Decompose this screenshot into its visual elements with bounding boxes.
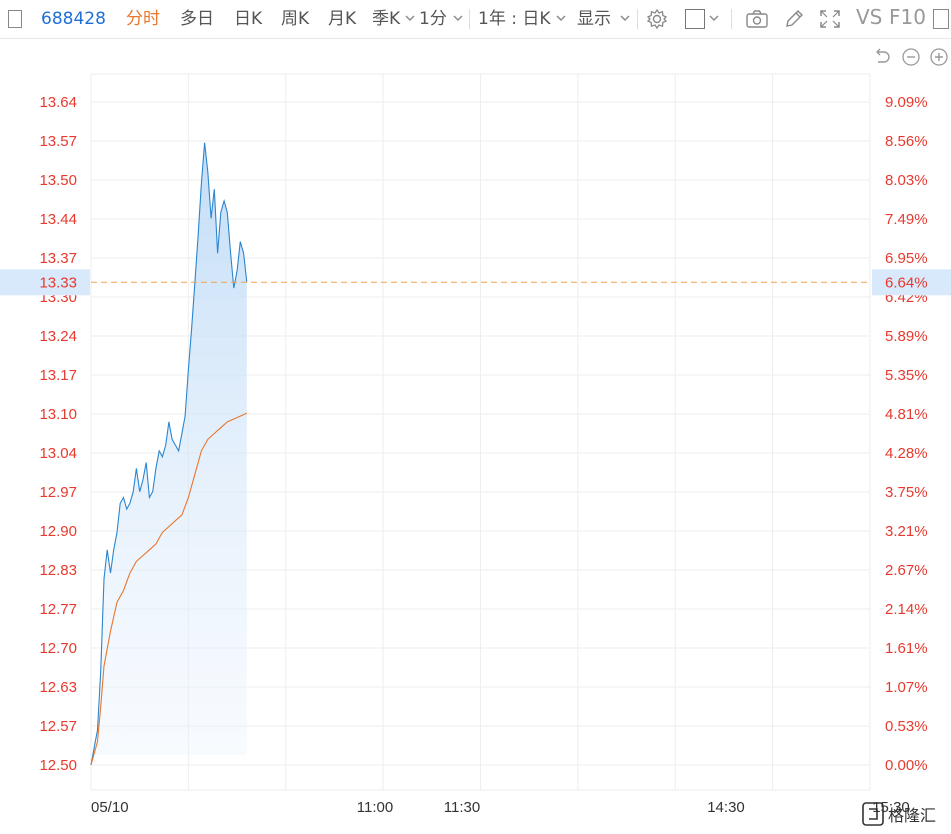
y-tick-label-left: 12.50 — [39, 757, 77, 774]
svg-text:格隆汇: 格隆汇 — [888, 806, 936, 825]
y-tick-label-right: 2.14% — [885, 601, 928, 618]
tab-monthly-k[interactable]: 月K — [328, 9, 357, 29]
undo-icon[interactable] — [873, 47, 893, 71]
y-tick-label-left: 12.57 — [39, 718, 77, 735]
gear-icon[interactable] — [646, 8, 668, 34]
range-select[interactable]: 1年 : 日K — [478, 9, 551, 29]
tab-quarterly-k[interactable]: 季K — [372, 9, 401, 29]
chevron-down-icon[interactable] — [619, 10, 631, 30]
y-tick-label-left: 13.64 — [39, 94, 77, 111]
compare-button[interactable]: VS — [856, 5, 883, 29]
camera-icon[interactable] — [745, 9, 769, 33]
y-tick-label-left: 13.57 — [39, 133, 77, 150]
y-tick-label-right: 8.03% — [885, 172, 928, 189]
y-tick-label-left: 12.83 — [39, 562, 77, 579]
y-tick-label-right: 4.81% — [885, 406, 928, 423]
x-tick-label: 11:00 — [357, 799, 393, 816]
y-tick-label-left: 12.90 — [39, 523, 77, 540]
y-tick-label-right: 6.95% — [885, 250, 928, 267]
y-tick-label-right: 1.07% — [885, 679, 928, 696]
y-tick-label-left: 13.17 — [39, 367, 77, 384]
current-pct-label: 6.64% — [885, 274, 928, 291]
tab-multi-day[interactable]: 多日 — [180, 9, 214, 29]
tab-intraday[interactable]: 分时 — [126, 9, 160, 29]
y-tick-label-right: 5.89% — [885, 328, 928, 345]
y-tick-label-right: 5.35% — [885, 367, 928, 384]
zoom-out-icon[interactable] — [901, 47, 921, 71]
f10-button[interactable]: F10 — [889, 5, 926, 29]
y-tick-label-right: 8.56% — [885, 133, 928, 150]
current-pct-badge — [872, 269, 951, 296]
y-tick-label-right: 1.61% — [885, 640, 928, 657]
y-tick-label-left: 12.77 — [39, 601, 77, 618]
y-tick-label-right: 0.00% — [885, 757, 928, 774]
y-tick-label-left: 12.63 — [39, 679, 77, 696]
zoom-in-icon[interactable] — [929, 47, 949, 71]
fullscreen-icon[interactable] — [818, 8, 842, 34]
y-tick-label-left: 13.04 — [39, 445, 77, 462]
average-line — [90, 412, 248, 766]
x-tick-label: 11:30 — [444, 799, 480, 816]
price-line — [90, 142, 248, 766]
y-tick-label-left: 13.10 — [39, 406, 77, 423]
x-tick-label: 14:30 — [707, 799, 745, 816]
divider — [637, 9, 638, 29]
stock-code: 688428 — [41, 9, 106, 29]
y-tick-label-left: 13.24 — [39, 328, 77, 345]
y-tick-label-right: 0.53% — [885, 718, 928, 735]
watermark-logo: 格隆汇 — [862, 800, 942, 833]
y-tick-label-right: 3.75% — [885, 484, 928, 501]
y-tick-label-left: 13.44 — [39, 211, 77, 228]
x-tick-label: 05/10 — [91, 799, 129, 816]
tab-daily-k[interactable]: 日K — [234, 9, 263, 29]
current-price-label: 13.33 — [39, 274, 77, 291]
checkbox-icon[interactable] — [685, 9, 705, 29]
chevron-down-icon[interactable] — [404, 10, 416, 30]
y-tick-label-right: 2.67% — [885, 562, 928, 579]
sidebar-toggle-icon[interactable] — [8, 10, 22, 28]
y-tick-label-left: 13.37 — [39, 250, 77, 267]
y-tick-label-right: 7.49% — [885, 211, 928, 228]
tab-weekly-k[interactable]: 周K — [281, 9, 310, 29]
y-tick-label-left: 12.70 — [39, 640, 77, 657]
chart-toolbar: 688428 分时 多日 日K 周K 月K 季K 1分 1年 : 日K 显示 V… — [0, 0, 951, 39]
display-select[interactable]: 显示 — [577, 9, 611, 29]
chevron-down-icon[interactable] — [708, 10, 720, 30]
current-price-badge — [0, 269, 90, 296]
interval-select[interactable]: 1分 — [419, 9, 447, 29]
chevron-down-icon[interactable] — [452, 10, 464, 30]
y-tick-label-left: 12.97 — [39, 484, 77, 501]
pencil-icon[interactable] — [783, 8, 805, 34]
y-tick-label-right: 9.09% — [885, 94, 928, 111]
panel-toggle-icon[interactable] — [933, 9, 949, 29]
y-tick-label-right: 4.28% — [885, 445, 928, 462]
price-area — [91, 142, 247, 765]
divider — [731, 9, 732, 29]
divider — [469, 9, 470, 29]
y-tick-label-left: 13.50 — [39, 172, 77, 189]
chevron-down-icon[interactable] — [555, 10, 567, 30]
y-tick-label-right: 3.21% — [885, 523, 928, 540]
